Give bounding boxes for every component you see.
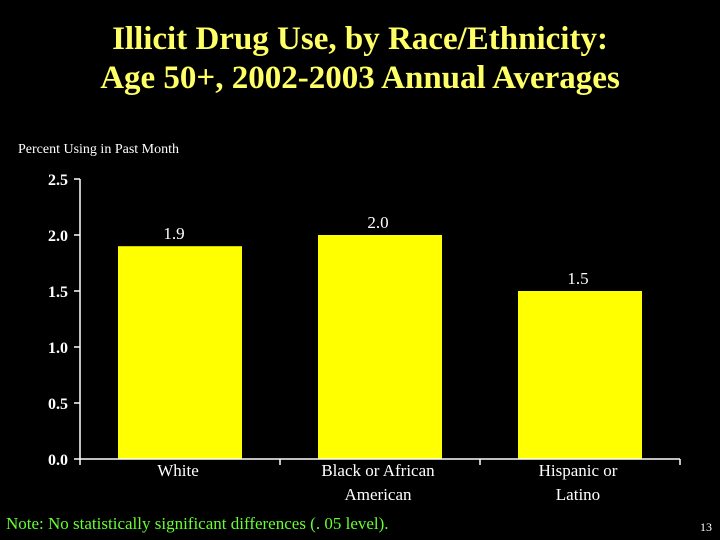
category-label-1: Black or African American [321,461,435,504]
category-label-2-line-0: Hispanic or [539,461,618,480]
category-label-2: Hispanic or Latino [539,461,618,504]
category-label-2-line-1: Latino [556,485,600,504]
y-tick-label-2: 1.0 [48,340,68,357]
y-tick-label-1: 0.5 [48,396,68,413]
bar-1 [318,235,442,459]
y-axis-label: Percent Using in Past Month [18,142,179,157]
bar-2 [518,291,642,459]
bar-0 [118,246,242,459]
data-label-1: 2.0 [367,213,388,232]
category-label-0: White [157,461,199,480]
data-label-2: 1.5 [567,269,588,288]
y-tick-label-0: 0.0 [48,452,68,469]
category-label-1-line-0: Black or African [321,461,435,480]
chart-title-line-2: Age 50+, 2002-2003 Annual Averages [100,60,620,96]
category-label-1-line-1: American [344,485,412,504]
footnote: Note: No statistically significant diffe… [6,514,389,533]
category-label-0-line-0: White [157,461,199,480]
data-label-0: 1.9 [163,224,184,243]
y-tick-label-4: 2.0 [48,228,68,245]
chart-title: Illicit Drug Use, by Race/Ethnicity: Age… [0,20,720,98]
page-number: 13 [700,520,712,534]
y-tick-label-5: 2.5 [48,172,68,189]
y-tick-label-3: 1.5 [48,284,68,301]
chart-title-line-1: Illicit Drug Use, by Race/Ethnicity: [112,21,608,57]
